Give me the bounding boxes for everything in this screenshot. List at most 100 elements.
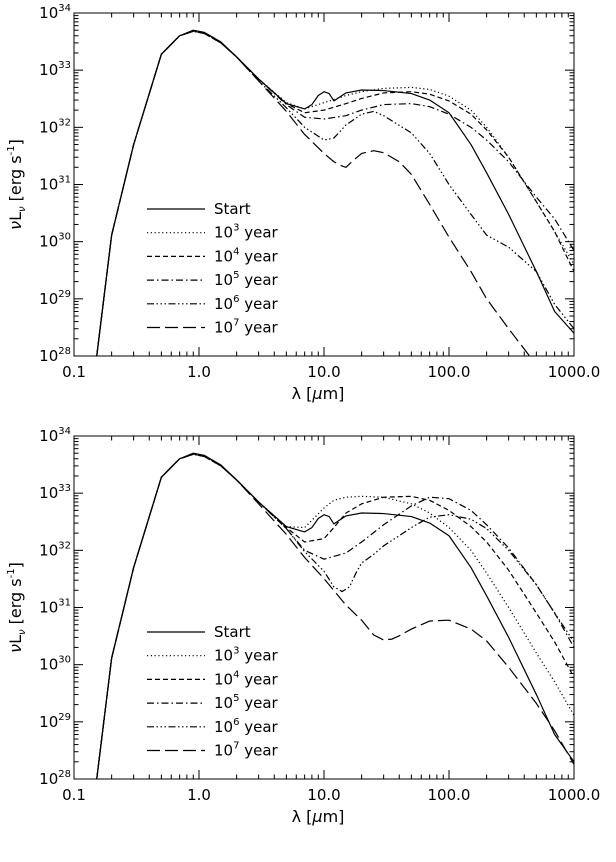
y-tick-exponent: 29 — [58, 712, 71, 723]
chart-panel-1: 0.1 1.0 10.0 100.0 1000.01028102910301031103… — [6, 3, 601, 403]
y-axis-label-exp: -1 — [6, 568, 17, 578]
legend-label-exp: 3 — [233, 223, 239, 234]
series-line-2 — [96, 453, 574, 779]
y-tick-exponent: 30 — [58, 655, 71, 666]
x-axis-label: λ [μm] — [292, 384, 345, 403]
y-tick-label: 1034 — [39, 426, 71, 445]
y-tick-label: 1033 — [39, 60, 71, 79]
y-tick-base: 10 — [39, 427, 58, 445]
x-tick-label: 10.0 — [307, 363, 340, 381]
legend-label-unit: year — [239, 247, 278, 265]
y-tick-label: 1033 — [39, 483, 71, 502]
y-tick-label: 1031 — [39, 175, 71, 194]
y-tick-base: 10 — [39, 484, 58, 502]
legend-label-unit: year — [239, 271, 278, 289]
legend-label: 106 year — [214, 717, 279, 736]
legend-label-base: 10 — [214, 319, 233, 337]
chart-panel-2: 0.1 1.0 10.0 100.0 1000.01028102910301031103… — [6, 426, 600, 826]
y-tick-label: 1029 — [39, 289, 71, 308]
series-group — [96, 452, 574, 779]
y-tick-base: 10 — [39, 290, 58, 308]
x-tick-label: 0.1 — [62, 363, 86, 381]
legend-label-unit: year — [239, 670, 278, 688]
legend-label-base: 10 — [214, 718, 233, 736]
legend-label-base: 10 — [214, 224, 233, 242]
y-tick-exponent: 32 — [58, 117, 71, 128]
legend-label-exp: 7 — [233, 318, 239, 329]
series-line-6 — [96, 453, 574, 779]
series-line-1 — [96, 452, 574, 779]
series-line-5 — [96, 30, 574, 356]
legend-label-exp: 6 — [233, 294, 239, 305]
x-axis-label-mu: μ — [311, 807, 322, 826]
legend-label: Start — [214, 200, 251, 218]
y-axis-label-L: L — [6, 212, 25, 221]
y-tick-label: 1034 — [39, 3, 71, 22]
series-line-6 — [96, 30, 531, 356]
x-tick-label: 1000.0 — [548, 363, 601, 381]
legend-label-base: 10 — [214, 247, 233, 265]
series-line-4 — [96, 30, 574, 356]
y-tick-label: 1029 — [39, 712, 71, 731]
legend-label-exp: 5 — [233, 270, 239, 281]
legend-label-exp: 5 — [233, 693, 239, 704]
legend-label-base: 10 — [214, 647, 233, 665]
y-axis-label-unit: [erg s — [6, 578, 25, 629]
y-axis-label-close: ] — [6, 139, 25, 145]
legend-label-base: 10 — [214, 694, 233, 712]
y-axis-label-sub: ν — [17, 206, 28, 212]
series-line-4 — [96, 453, 574, 779]
y-tick-exponent: 28 — [58, 769, 71, 780]
legend-label: 105 year — [214, 270, 279, 289]
legend-label-exp: 4 — [233, 246, 239, 257]
series-line-3 — [96, 30, 574, 356]
x-tick-label: 1.0 — [187, 363, 211, 381]
y-tick-exponent: 31 — [58, 598, 71, 609]
legend-label-text: Start — [214, 623, 251, 641]
legend-label: 103 year — [214, 646, 279, 665]
plot-frame — [73, 12, 575, 357]
series-line-2 — [96, 30, 574, 356]
y-axis-label-unit: [erg s — [6, 155, 25, 206]
y-tick-base: 10 — [39, 541, 58, 559]
x-axis-label: λ [μm] — [292, 807, 345, 826]
y-tick-base: 10 — [39, 656, 58, 674]
y-tick-label: 1028 — [39, 769, 71, 788]
series-group — [96, 29, 574, 356]
x-axis-label-text: λ [ — [292, 384, 313, 403]
x-axis-label-mu: μ — [311, 384, 322, 403]
y-tick-label: 1030 — [39, 232, 71, 251]
y-tick-exponent: 34 — [58, 426, 71, 437]
legend-label: 107 year — [214, 318, 279, 337]
y-tick-base: 10 — [39, 61, 58, 79]
y-axis-label-nu: ν — [6, 221, 25, 230]
y-tick-base: 10 — [39, 233, 58, 251]
legend-label: 103 year — [214, 223, 279, 242]
y-axis-label-close: ] — [6, 562, 25, 568]
series-line-5 — [96, 453, 574, 779]
y-tick-base: 10 — [39, 713, 58, 731]
x-tick-label: 0.1 — [62, 786, 86, 804]
legend-label-exp: 7 — [233, 741, 239, 752]
x-tick-label: 1.0 — [187, 786, 211, 804]
legend-label-unit: year — [239, 319, 278, 337]
y-tick-exponent: 34 — [58, 3, 71, 14]
y-tick-label: 1030 — [39, 655, 71, 674]
y-tick-label: 1032 — [39, 117, 71, 136]
y-tick-exponent: 33 — [58, 60, 71, 71]
series-line-1 — [96, 29, 574, 356]
plot-frame — [73, 435, 575, 780]
y-tick-exponent: 32 — [58, 540, 71, 551]
series-line-3 — [96, 453, 574, 779]
y-tick-base: 10 — [39, 347, 58, 365]
x-axis-label-text: λ [ — [292, 807, 313, 826]
x-tick-label: 10.0 — [307, 786, 340, 804]
y-tick-label: 1032 — [39, 540, 71, 559]
y-tick-label: 1031 — [39, 598, 71, 617]
legend-label-base: 10 — [214, 295, 233, 313]
legend-label: 104 year — [214, 669, 279, 688]
y-tick-base: 10 — [39, 4, 58, 22]
